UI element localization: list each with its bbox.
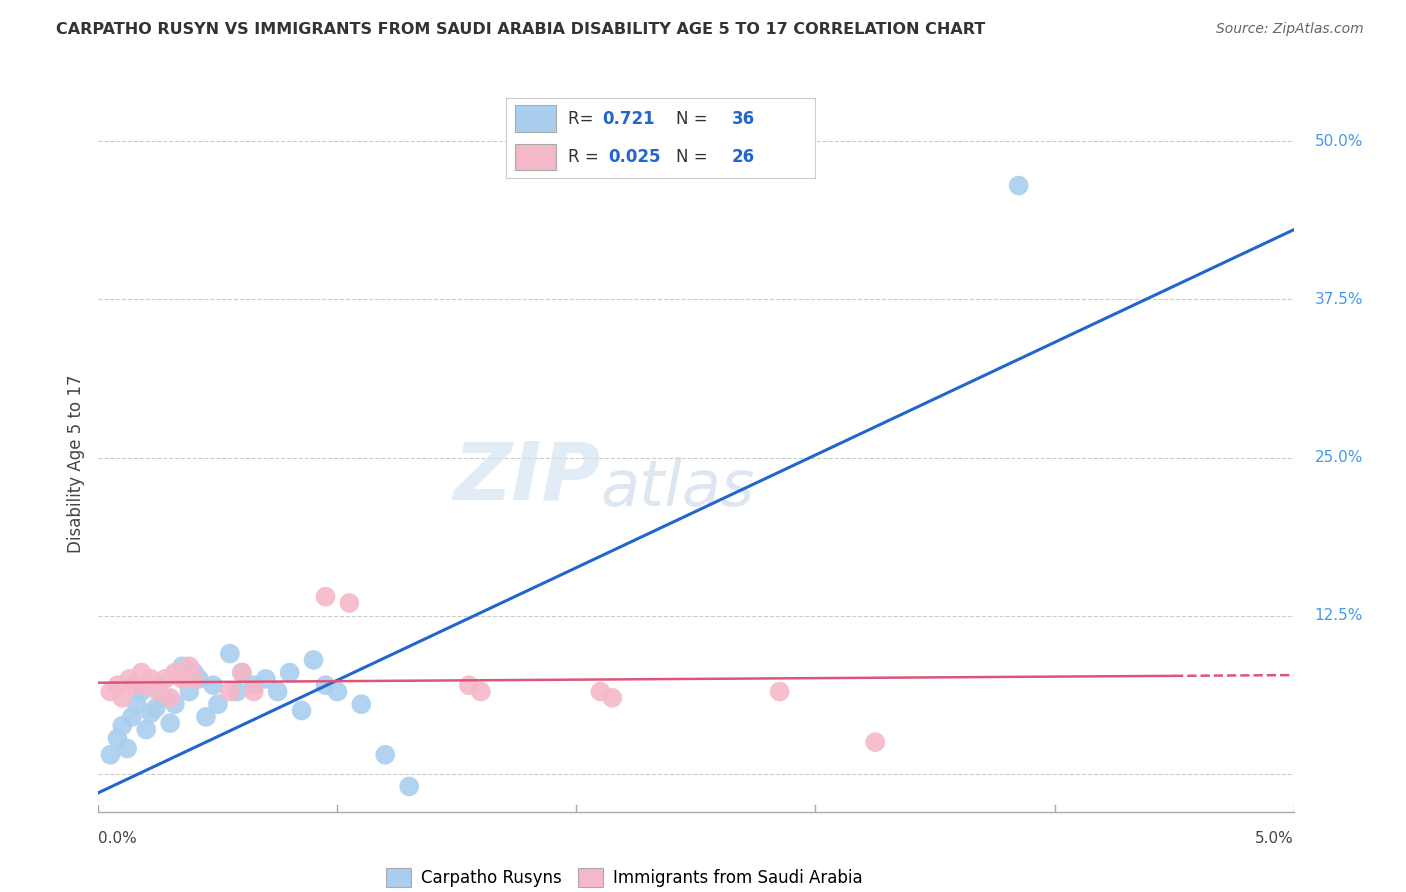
Text: 37.5%: 37.5% xyxy=(1315,292,1362,307)
Point xyxy=(254,672,277,686)
Point xyxy=(125,697,148,711)
Text: ZIP: ZIP xyxy=(453,439,600,516)
Point xyxy=(121,710,143,724)
Point xyxy=(339,596,360,610)
Point xyxy=(131,665,153,680)
Point xyxy=(314,590,337,604)
Text: atlas: atlas xyxy=(600,458,755,519)
Point xyxy=(863,735,886,749)
Point xyxy=(290,704,312,718)
FancyBboxPatch shape xyxy=(516,105,555,132)
Point xyxy=(589,684,612,698)
Point xyxy=(458,678,481,692)
Text: CARPATHO RUSYN VS IMMIGRANTS FROM SAUDI ARABIA DISABILITY AGE 5 TO 17 CORRELATIO: CARPATHO RUSYN VS IMMIGRANTS FROM SAUDI … xyxy=(56,22,986,37)
Point xyxy=(148,684,170,698)
Point xyxy=(107,678,129,692)
Point xyxy=(179,684,201,698)
Point xyxy=(302,653,325,667)
Point xyxy=(194,710,218,724)
Point xyxy=(172,672,194,686)
FancyBboxPatch shape xyxy=(516,144,555,170)
Point xyxy=(243,678,266,692)
Text: Source: ZipAtlas.com: Source: ZipAtlas.com xyxy=(1216,22,1364,37)
Point xyxy=(398,780,420,794)
Text: R =: R = xyxy=(568,148,605,166)
Text: 0.0%: 0.0% xyxy=(98,831,138,846)
Point xyxy=(314,678,337,692)
Text: 36: 36 xyxy=(733,110,755,128)
Point xyxy=(111,690,134,705)
Point xyxy=(183,672,205,686)
Point xyxy=(226,684,249,698)
Point xyxy=(148,678,170,692)
Text: 5.0%: 5.0% xyxy=(1254,831,1294,846)
Text: R=: R= xyxy=(568,110,599,128)
Point xyxy=(267,684,290,698)
Text: N =: N = xyxy=(676,148,713,166)
Point xyxy=(183,665,205,680)
Point xyxy=(152,690,174,705)
Point xyxy=(155,672,177,686)
Point xyxy=(131,684,153,698)
Point xyxy=(139,706,162,720)
Point xyxy=(172,659,194,673)
Point xyxy=(470,684,492,698)
Point xyxy=(243,684,266,698)
Point xyxy=(768,684,790,698)
Point xyxy=(139,672,162,686)
Text: 0.025: 0.025 xyxy=(609,148,661,166)
Point xyxy=(163,665,186,680)
Point xyxy=(111,719,134,733)
Point xyxy=(98,684,122,698)
Point xyxy=(219,684,242,698)
Point xyxy=(135,723,157,737)
Point xyxy=(374,747,396,762)
Point xyxy=(326,684,349,698)
Legend: Carpatho Rusyns, Immigrants from Saudi Arabia: Carpatho Rusyns, Immigrants from Saudi A… xyxy=(380,862,869,892)
Point xyxy=(107,731,129,746)
Point xyxy=(207,697,229,711)
Point xyxy=(159,716,181,731)
Point xyxy=(219,647,242,661)
Point xyxy=(115,741,138,756)
Text: 0.721: 0.721 xyxy=(602,110,655,128)
Point xyxy=(350,697,373,711)
Point xyxy=(202,678,225,692)
Point xyxy=(187,672,209,686)
Point xyxy=(159,690,181,705)
Point xyxy=(163,697,186,711)
Text: 25.0%: 25.0% xyxy=(1315,450,1362,465)
Point xyxy=(278,665,301,680)
Point xyxy=(98,747,122,762)
Point xyxy=(231,665,253,680)
Text: 50.0%: 50.0% xyxy=(1315,134,1362,149)
Text: N =: N = xyxy=(676,110,713,128)
Point xyxy=(135,678,157,692)
Point xyxy=(118,672,141,686)
Point xyxy=(600,690,623,705)
Point xyxy=(1007,178,1029,193)
Point xyxy=(179,659,201,673)
Y-axis label: Disability Age 5 to 17: Disability Age 5 to 17 xyxy=(66,375,84,553)
Point xyxy=(145,701,167,715)
Text: 12.5%: 12.5% xyxy=(1315,608,1362,624)
Point xyxy=(124,678,146,692)
Text: 26: 26 xyxy=(733,148,755,166)
Point xyxy=(231,665,253,680)
